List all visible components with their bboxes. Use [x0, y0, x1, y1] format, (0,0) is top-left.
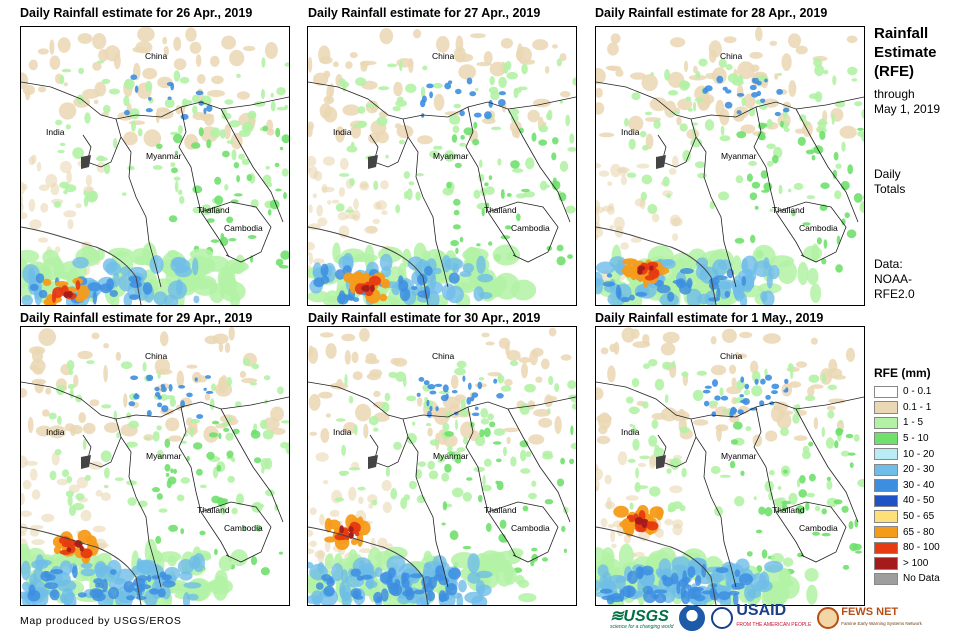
rainfall-map: China India Myanmar Thailand Cambodia [307, 26, 577, 306]
map-label-india: India [46, 427, 65, 437]
legend-item: 30 - 40 [874, 478, 940, 494]
legend-swatch [874, 385, 898, 398]
panel-title: Daily Rainfall estimate for 30 Apr., 201… [308, 311, 541, 325]
legend-label: 10 - 20 [903, 448, 935, 460]
legend-swatch [874, 572, 898, 586]
map-label-india: India [333, 127, 352, 137]
panel-title: Daily Rainfall estimate for 29 Apr., 201… [20, 311, 253, 325]
rainfall-map: China India Myanmar Thailand Cambodia [20, 326, 290, 606]
legend-item: 50 - 65 [874, 509, 940, 525]
legend-label: 50 - 65 [903, 511, 935, 523]
map-label-india: India [46, 127, 65, 137]
map-label-cambodia: Cambodia [224, 223, 263, 233]
usaid-seal-icon [711, 607, 734, 629]
map-label-thailand: Thailand [197, 205, 230, 215]
legend-swatch [874, 432, 898, 445]
panel-title: Daily Rainfall estimate for 27 Apr., 201… [308, 6, 541, 20]
rainfall-map: China India Myanmar Thailand Cambodia [595, 26, 865, 306]
legend-swatch [874, 416, 898, 430]
legend-label: 40 - 50 [903, 495, 935, 507]
legend-label: 65 - 80 [903, 526, 935, 538]
legend-item: > 100 [874, 556, 940, 572]
legend-item: 0 - 0.1 [874, 384, 940, 400]
legend-label: No Data [903, 573, 940, 585]
fews-net-logo: FEWS NET Famine Early Warning Systems Net… [817, 607, 922, 629]
map-credit: Map produced by USGS/EROS [20, 615, 182, 627]
legend-label: 80 - 100 [903, 542, 940, 554]
fews-net-globe-icon [817, 607, 840, 629]
map-label-myanmar: Myanmar [721, 151, 757, 161]
rainfall-map: China India Myanmar Thailand Cambodia [307, 326, 577, 606]
legend-item: 65 - 80 [874, 524, 940, 540]
map-label-thailand: Thailand [484, 505, 517, 515]
legend-swatch [874, 525, 898, 539]
legend-swatch [874, 479, 898, 492]
map-label-myanmar: Myanmar [433, 451, 469, 461]
rainfall-map: China India Myanmar Thailand Cambodia [20, 26, 290, 306]
usgs-logo: ≋USGS science for a changing world [610, 608, 674, 630]
legend-swatch [874, 557, 898, 570]
map-label-china: China [720, 51, 743, 61]
map-label-china: China [720, 351, 743, 361]
legend-item: 0.1 - 1 [874, 400, 940, 416]
legend-label: 5 - 10 [903, 433, 929, 445]
map-label-china: China [145, 51, 168, 61]
sidebar-daily-totals: Daily Totals [874, 167, 906, 196]
map-label-thailand: Thailand [197, 505, 230, 515]
legend-title: RFE (mm) [874, 366, 931, 380]
sidebar-through: through May 1, 2019 [874, 87, 941, 116]
sidebar-data-source: Data: NOAA- RFE2.0 [874, 257, 915, 301]
legend-swatch [874, 401, 898, 414]
map-label-india: India [621, 127, 640, 137]
legend-swatch [874, 510, 898, 523]
map-label-cambodia: Cambodia [224, 523, 263, 533]
map-label-india: India [333, 427, 352, 437]
legend-item: 1 - 5 [874, 415, 940, 431]
panel-title: Daily Rainfall estimate for 1 May., 2019 [595, 311, 824, 325]
rainfall-map: China India Myanmar Thailand Cambodia [595, 326, 865, 606]
legend-item: 80 - 100 [874, 540, 940, 556]
map-label-cambodia: Cambodia [511, 523, 550, 533]
legend-item: 10 - 20 [874, 446, 940, 462]
rfe-legend: RFE (mm) 0 - 0.1 0.1 - 1 1 - 5 5 - 10 10 - 2… [874, 366, 940, 587]
legend-label: 1 - 5 [903, 417, 924, 429]
map-label-cambodia: Cambodia [799, 223, 838, 233]
map-label-china: China [432, 51, 455, 61]
legend-label: 30 - 40 [903, 479, 935, 491]
map-label-thailand: Thailand [772, 205, 805, 215]
legend-item: 5 - 10 [874, 431, 940, 447]
legend-swatch [874, 447, 898, 461]
map-label-china: China [432, 351, 455, 361]
legend-item: 40 - 50 [874, 493, 940, 509]
map-label-myanmar: Myanmar [721, 451, 757, 461]
legend-label: 0.1 - 1 [903, 401, 932, 413]
legend-item: No Data [874, 571, 940, 587]
legend-swatch [874, 463, 898, 476]
map-label-cambodia: Cambodia [511, 223, 550, 233]
logos: ≋USGS science for a changing world USAID F… [610, 602, 922, 634]
map-label-myanmar: Myanmar [433, 151, 469, 161]
legend-label: > 100 [903, 557, 929, 569]
map-label-thailand: Thailand [484, 205, 517, 215]
legend-swatch [874, 541, 898, 554]
map-label-cambodia: Cambodia [799, 523, 838, 533]
map-label-myanmar: Myanmar [146, 451, 182, 461]
map-label-thailand: Thailand [772, 505, 805, 515]
legend-label: 0 - 0.1 [903, 386, 932, 398]
sidebar-title: Rainfall Estimate (RFE) [874, 25, 937, 80]
panel-title: Daily Rainfall estimate for 26 Apr., 201… [20, 6, 253, 20]
map-label-india: India [621, 427, 640, 437]
legend-swatch [874, 494, 898, 508]
usaid-logo: USAID FROM THE AMERICAN PEOPLE [711, 603, 811, 632]
legend-item: 20 - 30 [874, 462, 940, 478]
noaa-logo-icon [679, 605, 706, 631]
map-label-myanmar: Myanmar [146, 151, 182, 161]
legend-label: 20 - 30 [903, 464, 935, 476]
map-label-china: China [145, 351, 168, 361]
panel-title: Daily Rainfall estimate for 28 Apr., 201… [595, 6, 828, 20]
